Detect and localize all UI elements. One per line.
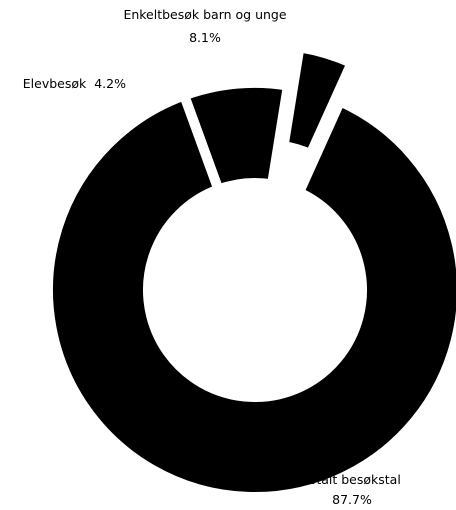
slice-totalt (43, 89, 456, 502)
slice-pct-elevbesok: 4.2% (94, 76, 126, 91)
donut-slices (43, 41, 456, 502)
slice-label-enkeltbesok: Enkeltbesøk barn og unge (123, 7, 286, 22)
slice-label-totalt: Totalt besøkstal (302, 472, 401, 487)
slice-pct-enkeltbesok: 8.1% (189, 30, 221, 45)
slice-label-elevbesok-name: Elevbesøk (23, 76, 87, 91)
slice-elevbesok (277, 41, 359, 161)
slice-label-elevbesok: Elevbesøk 4.2% (23, 76, 126, 91)
slice-pct-totalt: 87.7% (332, 492, 372, 507)
